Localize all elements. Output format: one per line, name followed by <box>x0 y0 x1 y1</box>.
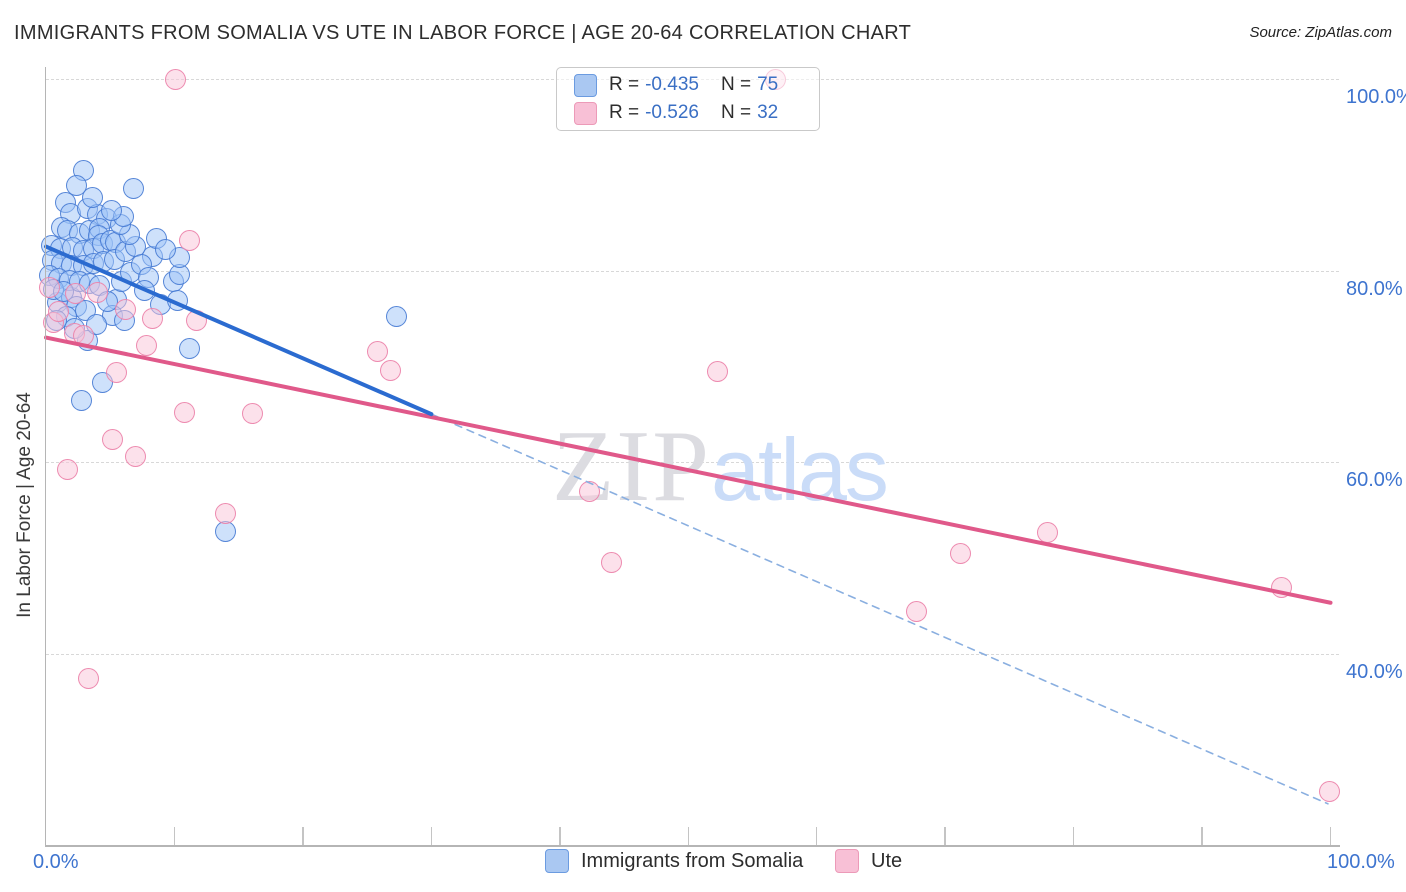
somalia-data-point <box>166 289 188 311</box>
legend-item-somalia: Immigrants from Somalia <box>545 849 803 873</box>
ute-data-point <box>142 307 164 329</box>
ute-data-point <box>578 481 600 503</box>
series-legend: Immigrants from Somalia Ute <box>0 849 1406 883</box>
n-label: N = <box>720 74 752 95</box>
y-tick-label: 40.0% <box>1346 660 1403 683</box>
y-tick-label: 100.0% <box>1346 86 1406 108</box>
r-value: -0.435 <box>645 74 699 95</box>
somalia-data-point <box>386 305 408 327</box>
r-label: R = <box>609 102 640 123</box>
x-tick <box>1072 827 1075 845</box>
ute-data-point <box>102 428 124 450</box>
ute-data-point <box>77 667 99 689</box>
somalia-data-point <box>179 337 201 359</box>
ute-data-point <box>215 503 237 525</box>
watermark-atlas: atlas <box>711 420 889 519</box>
y-tick-label: 80.0% <box>1346 277 1403 300</box>
ute-data-point <box>174 401 196 423</box>
ute-data-point <box>1037 522 1059 544</box>
x-tick <box>1329 827 1332 845</box>
ute-data-point <box>57 459 79 481</box>
x-tick <box>1201 827 1203 845</box>
somalia-swatch-icon <box>574 73 597 97</box>
ute-data-point <box>125 445 147 467</box>
somalia-data-point <box>122 177 144 199</box>
correlation-legend: R = -0.435 N = 75 R = -0.526 N = 32 <box>556 67 820 131</box>
ute-data-point <box>185 309 207 331</box>
ute-data-point <box>379 359 401 381</box>
legend-item-label: Ute <box>871 849 903 872</box>
legend-row-ute: R = -0.526 N = 32 <box>574 101 819 125</box>
ute-data-point <box>72 325 94 347</box>
x-tick <box>944 827 946 845</box>
x-tick <box>302 827 304 845</box>
x-tick <box>173 827 176 845</box>
ute-swatch-icon <box>835 849 859 873</box>
x-max-label: 100.0% <box>1327 851 1395 873</box>
y-gridline <box>46 653 1339 655</box>
x-min-label: 0.0% <box>33 851 79 873</box>
ute-data-point <box>165 69 187 91</box>
somalia-data-point <box>71 390 93 412</box>
legend-item-ute: Ute <box>835 849 902 873</box>
ute-data-point <box>135 334 157 356</box>
page-title: IMMIGRANTS FROM SOMALIA VS UTE IN LABOR … <box>14 22 912 44</box>
n-value: 32 <box>757 102 779 123</box>
ute-swatch-icon <box>574 101 597 125</box>
somalia-data-point <box>81 187 103 209</box>
y-gridline <box>46 270 1339 272</box>
somalia-swatch-icon <box>545 849 569 873</box>
y-axis-line <box>45 67 46 845</box>
ute-data-point <box>86 282 108 304</box>
ute-data-point <box>1318 780 1340 802</box>
ute-data-point <box>106 362 128 384</box>
somalia-data-point <box>66 174 88 196</box>
y-axis-label: In Labor Force | Age 20-64 <box>14 392 35 618</box>
ute-data-point <box>950 543 972 565</box>
legend-item-label: Immigrants from Somalia <box>581 849 804 872</box>
ute-data-point <box>707 361 729 383</box>
watermark-zip: ZIP <box>552 410 711 523</box>
r-value: -0.526 <box>645 102 699 123</box>
source-link[interactable]: Source: ZipAtlas.com <box>1249 24 1392 41</box>
y-tick-label: 60.0% <box>1346 469 1403 491</box>
x-tick <box>559 827 561 845</box>
legend-row-somalia: R = -0.435 N = 75 <box>574 73 819 97</box>
ute-data-point <box>906 600 928 622</box>
n-value: 75 <box>757 74 779 95</box>
x-axis-line <box>45 845 1340 847</box>
somalia-data-point <box>215 521 237 543</box>
zipatlas-watermark: ZIPatlas <box>552 408 889 525</box>
x-tick <box>687 827 689 845</box>
ute-data-point <box>65 282 87 304</box>
ute-data-point <box>179 230 201 252</box>
ute-data-point <box>600 552 622 574</box>
r-label: R = <box>609 74 640 95</box>
x-tick <box>430 827 433 845</box>
ute-data-point <box>366 341 388 363</box>
ute-data-point <box>242 402 264 424</box>
somalia-data-point <box>101 199 122 221</box>
x-tick <box>815 827 818 845</box>
ute-data-point <box>1271 576 1293 598</box>
n-label: N = <box>720 102 752 123</box>
somalia-data-point <box>154 238 176 260</box>
